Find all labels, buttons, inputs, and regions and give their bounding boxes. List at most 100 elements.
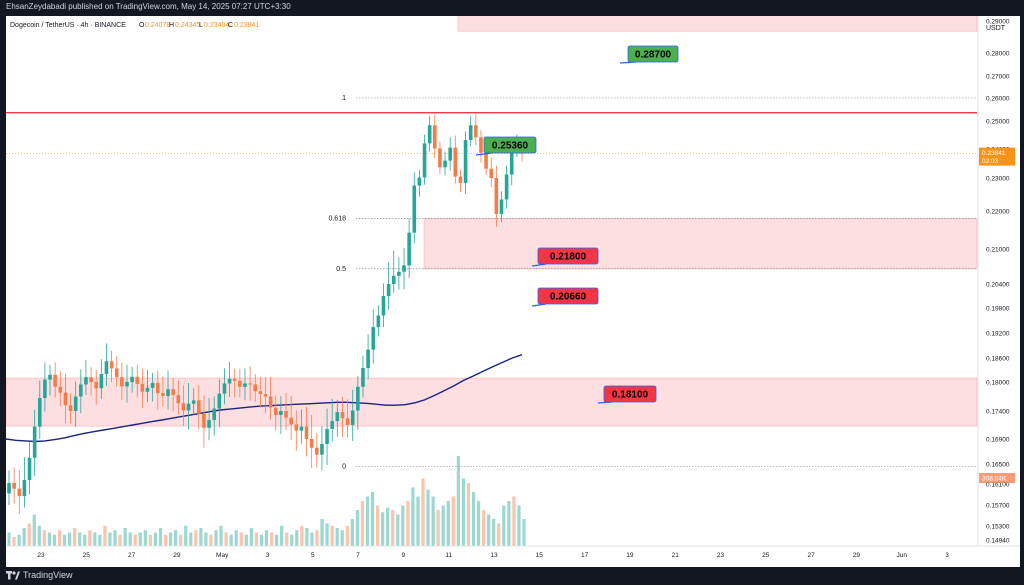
candle-body <box>222 383 227 394</box>
supply-demand-zone <box>457 8 978 32</box>
volume-bar <box>426 489 430 546</box>
candle-body <box>232 378 237 381</box>
volume-bar <box>406 501 410 546</box>
volume-bar <box>57 530 62 546</box>
volume-bar <box>290 534 294 546</box>
candle-body <box>171 389 175 396</box>
volume-bar <box>214 530 218 546</box>
y-tick-label: 0.16500 <box>986 462 1010 469</box>
candle-body <box>474 125 478 138</box>
volume-bar <box>143 530 147 546</box>
candle-body <box>125 382 129 387</box>
tradingview-icon <box>6 570 20 579</box>
price-axis[interactable]: USDT 0.29000 0.28000 0.27000 0.26000 0.25000… <box>977 16 1010 546</box>
tradingview-logo[interactable]: TradingView <box>6 570 73 580</box>
volume-bar <box>274 534 279 546</box>
volume-bar <box>401 505 405 546</box>
candle-body <box>371 327 376 350</box>
volume-bar <box>32 514 36 546</box>
volume-bar <box>375 505 380 546</box>
volume-bar <box>461 478 466 546</box>
volume-bar <box>148 534 152 546</box>
volume-bar <box>163 534 168 546</box>
candle-body <box>135 376 140 384</box>
volume-bar <box>17 534 21 546</box>
callout-box <box>603 385 657 403</box>
y-tick-label: 0.17400 <box>986 409 1010 416</box>
candle-body <box>315 447 319 455</box>
volume-bar <box>47 532 51 546</box>
candle-body <box>17 488 22 497</box>
time-axis[interactable]: 23 25 27 29 May 3 5 7 9 11 13 15 17 19 21 23 25 27 29 Jun 3 <box>6 545 1020 559</box>
x-tick-label: 25 <box>762 552 770 559</box>
callout-box <box>537 287 599 305</box>
candle-body <box>304 426 309 439</box>
candle-body <box>155 382 160 394</box>
low-label: L <box>199 22 203 29</box>
volume-bar <box>264 530 269 546</box>
volume-bar <box>133 534 137 546</box>
y-tick-label: 0.22000 <box>986 209 1010 216</box>
open-label: O <box>139 22 145 29</box>
x-tick-label: Jun <box>896 552 907 559</box>
high-value: 0.24345 <box>175 22 200 29</box>
volume-bar <box>52 534 57 546</box>
countdown-label: 02:03 <box>982 158 999 165</box>
x-tick-label: 29 <box>173 552 181 559</box>
candle-body <box>361 368 365 387</box>
volume-bar <box>507 501 511 546</box>
candle-body <box>109 361 114 369</box>
candle-body <box>309 439 314 448</box>
candle-body <box>268 396 273 408</box>
volume-bar <box>522 519 526 546</box>
candle-body <box>438 148 442 168</box>
candle-body <box>63 392 68 406</box>
volume-bar <box>280 525 284 546</box>
candle-body <box>407 232 411 266</box>
candle-body <box>212 408 216 420</box>
volume-bar <box>416 496 420 546</box>
x-tick-label: 27 <box>128 552 136 559</box>
volume-bar <box>320 519 324 546</box>
fib-layer: 1 0.618 0.5 0 <box>6 95 977 471</box>
volume-bar <box>421 478 425 546</box>
volume-bar <box>355 510 359 546</box>
volume-bar <box>194 530 198 546</box>
candle-body <box>448 147 452 161</box>
ema-layer <box>5 354 523 443</box>
candle-body <box>263 394 268 397</box>
candle-body <box>7 483 11 494</box>
volume-bar <box>396 514 400 546</box>
candle-body <box>335 412 340 422</box>
y-tick-label: 0.18600 <box>986 356 1010 363</box>
candle-body <box>468 125 473 141</box>
y-tick-label: 0.18000 <box>986 380 1010 387</box>
volume-layer <box>7 456 526 546</box>
volume-bar <box>42 530 46 546</box>
y-tick-label: 0.25000 <box>986 119 1010 126</box>
candle-body <box>27 457 32 480</box>
volume-bar <box>285 532 289 546</box>
x-tick-label: 23 <box>37 552 45 559</box>
candle-body <box>417 177 422 186</box>
volume-bar <box>153 532 158 546</box>
candle-body <box>166 389 170 397</box>
volume-value: 308.84K <box>982 476 1007 483</box>
candles-layer <box>7 114 524 514</box>
chart-area[interactable]: 1 0.618 0.5 0 0.28700 0.25360 0.21800 0.20660 0… <box>5 8 1020 567</box>
volume-bar <box>512 496 516 546</box>
volume-bar <box>244 534 248 546</box>
candle-body <box>499 199 504 215</box>
candle-body <box>376 315 381 328</box>
volume-bar <box>269 532 274 546</box>
volume-bar <box>209 534 213 546</box>
volume-bar <box>386 507 390 546</box>
volume-bar <box>229 534 233 546</box>
candle-body <box>114 368 119 378</box>
volume-bar <box>118 534 122 546</box>
volume-bar <box>204 532 208 546</box>
callouts-layer: 0.28700 0.25360 0.21800 0.20660 0.18100 <box>475 45 679 404</box>
y-tick-label: 0.27000 <box>986 74 1010 81</box>
